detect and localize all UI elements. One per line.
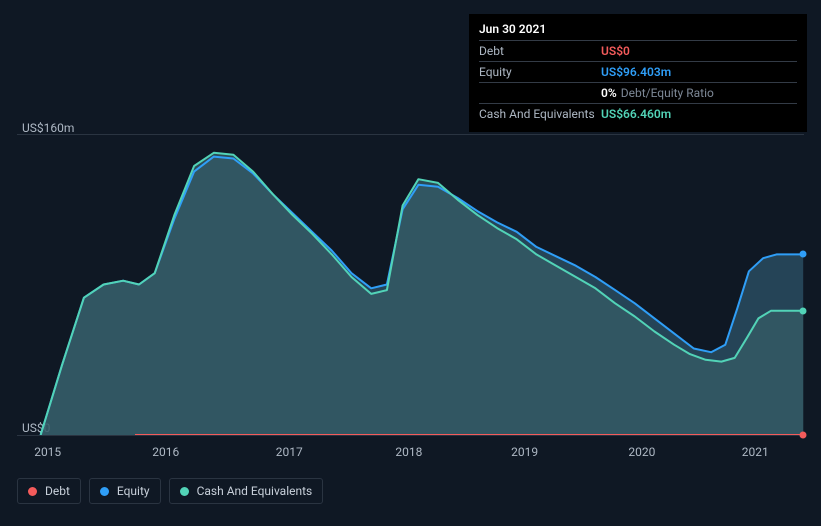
legend-item[interactable]: Debt	[17, 478, 81, 504]
tooltip-value: US$66.460m	[601, 107, 671, 121]
cash-area	[41, 153, 804, 435]
legend-item[interactable]: Equity	[89, 478, 161, 504]
tooltip-label: Equity	[479, 65, 601, 79]
tooltip-panel: Jun 30 2021 DebtUS$0EquityUS$96.403m0%De…	[469, 14, 807, 132]
chart-svg	[17, 134, 804, 435]
legend-swatch	[180, 487, 189, 496]
series-marker	[800, 432, 807, 439]
tooltip-ratio-pct: 0%	[601, 86, 617, 100]
x-axis-tick: 2019	[511, 445, 538, 459]
tooltip-row: DebtUS$0	[479, 40, 797, 61]
tooltip-date: Jun 30 2021	[479, 20, 797, 40]
tooltip-row: EquityUS$96.403m	[479, 61, 797, 82]
plot-area	[17, 134, 804, 435]
tooltip-row: Cash And EquivalentsUS$66.460m	[479, 103, 797, 124]
legend: Debt Equity Cash And Equivalents	[17, 478, 323, 504]
y-axis-label-max: US$160m	[22, 121, 74, 135]
x-axis-tick: 2021	[742, 445, 769, 459]
series-marker	[800, 307, 807, 314]
legend-label: Cash And Equivalents	[197, 484, 313, 498]
tooltip-value: US$96.403m	[601, 65, 671, 79]
tooltip-label	[479, 86, 601, 100]
tooltip-value: US$0	[601, 44, 630, 58]
tooltip-row: 0% Debt/Equity Ratio	[479, 82, 797, 103]
chart-container: Jun 30 2021 DebtUS$0EquityUS$96.403m0%De…	[0, 0, 821, 526]
x-axis-tick: 2016	[152, 445, 179, 459]
x-axis-tick: 2020	[628, 445, 655, 459]
legend-item[interactable]: Cash And Equivalents	[169, 478, 324, 504]
x-axis-tick: 2018	[395, 445, 422, 459]
x-axis-tick: 2017	[276, 445, 303, 459]
series-marker	[800, 251, 807, 258]
legend-label: Equity	[117, 484, 150, 498]
tooltip-ratio-label: Debt/Equity Ratio	[621, 86, 714, 100]
tooltip-label: Debt	[479, 44, 601, 58]
x-axis-tick: 2015	[34, 445, 61, 459]
legend-swatch	[100, 487, 109, 496]
legend-label: Debt	[45, 484, 70, 498]
tooltip-label: Cash And Equivalents	[479, 107, 601, 121]
legend-swatch	[28, 487, 37, 496]
